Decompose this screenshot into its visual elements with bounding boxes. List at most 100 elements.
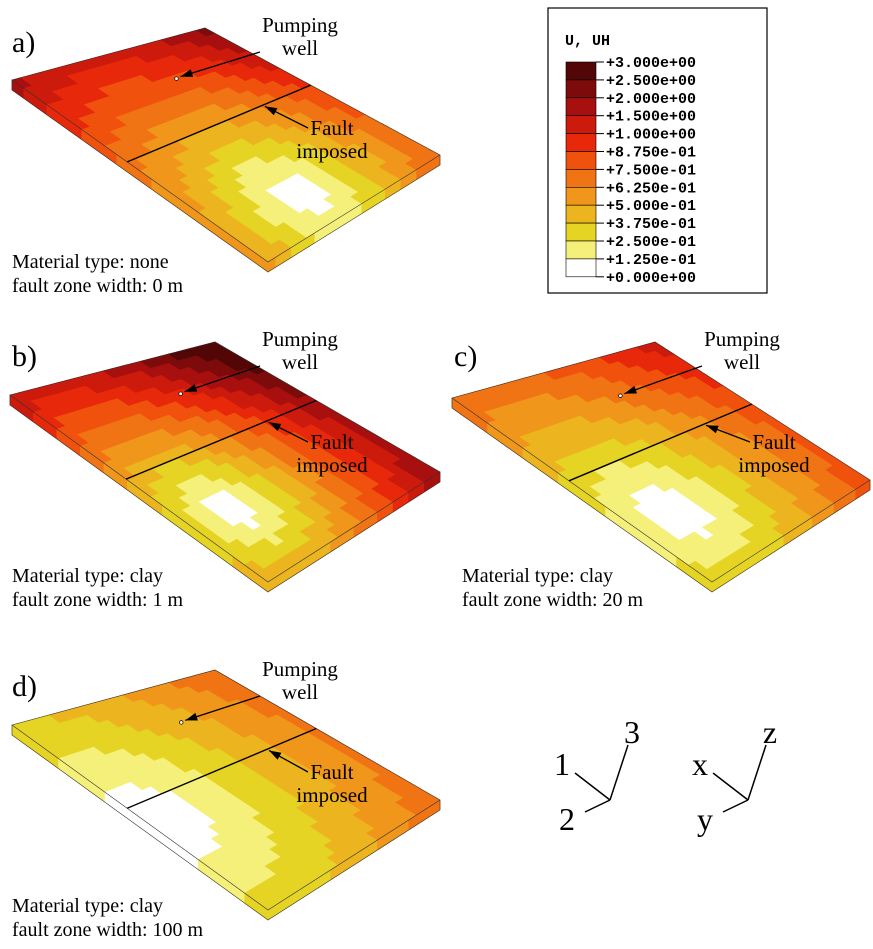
annotations: a) Pumping Fault well imposed Material type: … (12, 7, 810, 941)
well-arrow (185, 695, 261, 722)
material-label: Material type: clay (12, 895, 163, 917)
arrow-head (264, 106, 278, 116)
material-label: Material type: clay (12, 565, 163, 587)
legend-label: +1.000e+00 (606, 127, 696, 144)
fault-label: imposed (296, 783, 368, 807)
slab-edge (451, 397, 871, 583)
legend-swatch (565, 204, 597, 224)
plots (9, 27, 871, 921)
well-arrow (624, 365, 703, 395)
fault-line (125, 399, 317, 480)
fault-label: Fault (310, 430, 353, 454)
legend-label: +5.000e-01 (606, 198, 696, 215)
legend-label: +1.250e-01 (606, 252, 696, 269)
fault-line (126, 84, 312, 163)
well-marker (174, 76, 179, 81)
triad-axis (584, 799, 611, 813)
legend-label: +6.250e-01 (606, 180, 696, 197)
arrow-head (706, 425, 719, 434)
arrow-head (185, 712, 198, 721)
fault-label: Fault (752, 430, 795, 454)
fault-label: imposed (296, 453, 368, 477)
panel-label: a) (12, 26, 35, 59)
legend-swatch (565, 133, 597, 152)
legend-title: U, UH (565, 33, 610, 50)
width-label: fault zone width: 1 m (12, 589, 184, 611)
fault-line (126, 727, 317, 809)
triad-label: 2 (559, 801, 575, 837)
legend-swatch (565, 97, 597, 117)
well-marker (179, 720, 184, 725)
fault-label: imposed (738, 453, 810, 477)
legend-swatch (565, 258, 597, 278)
legend-label: +3.750e-01 (606, 216, 696, 233)
well-arrow (180, 51, 261, 78)
slab-outline (11, 27, 441, 273)
legend-swatch (565, 79, 597, 99)
slab-edge (11, 79, 441, 263)
fault-label: imposed (296, 139, 368, 163)
legend-label: +1.500e+00 (606, 109, 696, 126)
triad-axis (722, 799, 749, 813)
triad-label: z (763, 714, 777, 750)
legend-label: +0.000e+00 (606, 270, 696, 287)
triad-label: x (692, 746, 708, 782)
arrow-head (180, 69, 194, 77)
legend: U, UH +3.000e+00+2.500e+00+2.000e+00+1.50… (547, 7, 768, 294)
legend-label: +3.000e+00 (606, 55, 696, 72)
legend-swatch (565, 240, 597, 260)
material-label: Material type: none (12, 251, 169, 273)
fault-label: Fault (310, 760, 353, 784)
slab (11, 669, 441, 921)
well-label: well (282, 350, 318, 374)
slab (451, 341, 871, 593)
triad-axis (747, 744, 767, 801)
legend-label: +8.750e-01 (606, 145, 696, 162)
panel-label: c) (454, 340, 477, 373)
arrow-head (184, 384, 198, 392)
slab-edge (9, 394, 441, 583)
slab-outline (11, 669, 441, 921)
width-label: fault zone width: 0 m (12, 275, 184, 297)
legend-swatch (565, 115, 597, 134)
well-label: Pumping (262, 327, 338, 351)
slab (11, 27, 441, 273)
legend-swatch (565, 187, 597, 206)
width-label: fault zone width: 20 m (462, 589, 644, 611)
triad-axis (609, 744, 629, 801)
well-label: well (724, 350, 760, 374)
material-label: Material type: clay (462, 565, 613, 587)
well-label: well (282, 36, 318, 60)
arrow-head (268, 750, 282, 760)
well-label: well (282, 680, 318, 704)
slab-outline (9, 341, 441, 593)
well-label: Pumping (262, 657, 338, 681)
legend-label: +2.500e+00 (606, 73, 696, 90)
arrow-head (624, 385, 638, 394)
legend-swatch (565, 61, 597, 81)
fault-label: Fault (310, 116, 353, 140)
legend-label: +2.000e+00 (606, 91, 696, 108)
triad-label: 1 (554, 746, 570, 782)
slab (9, 341, 441, 593)
fault-line (568, 403, 753, 482)
triad-axis (712, 772, 749, 801)
well-marker (618, 393, 623, 398)
legend-label: +2.500e-01 (606, 234, 696, 251)
legend-label: +7.500e-01 (606, 162, 696, 179)
arrow-head (268, 422, 282, 432)
panel-label: d) (12, 670, 37, 703)
slab-edge (11, 724, 441, 911)
width-label: fault zone width: 100 m (12, 919, 204, 941)
well-marker (178, 391, 183, 396)
well-label: Pumping (262, 13, 338, 37)
well-arrow (184, 365, 261, 393)
legend-swatch (565, 222, 597, 242)
triad-axis (574, 772, 611, 801)
legend-swatch (565, 169, 597, 188)
well-label: Pumping (704, 327, 780, 351)
triad-label: y (697, 801, 713, 837)
panel-label: b) (12, 340, 37, 373)
triad-label: 3 (624, 714, 640, 750)
